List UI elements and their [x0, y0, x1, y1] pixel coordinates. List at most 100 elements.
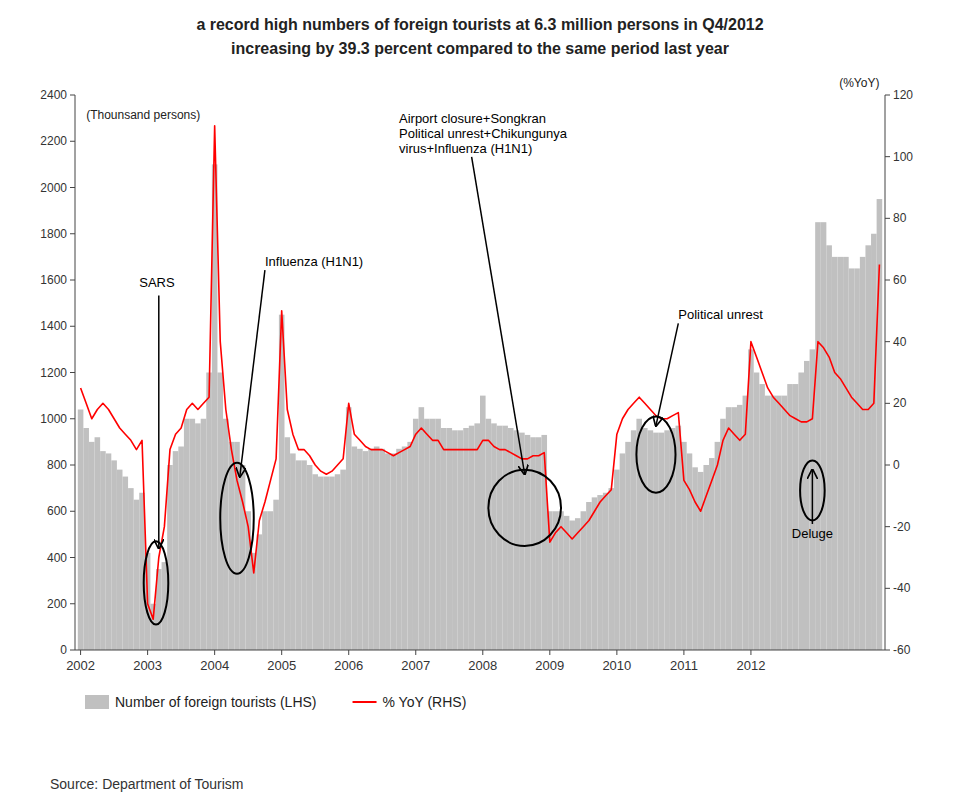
y-tick: [70, 418, 75, 419]
y-tick-label: 1400: [40, 319, 67, 333]
bar: [229, 442, 235, 650]
y-tick: [70, 326, 75, 327]
bar: [737, 405, 743, 650]
x-tick: [214, 650, 215, 655]
bar: [340, 470, 346, 650]
bar: [759, 384, 765, 650]
y2-tick-label: 100: [893, 150, 913, 164]
bar: [396, 449, 402, 650]
annotation-line: Political unrest+Chikungunya: [399, 126, 568, 141]
bar: [463, 428, 469, 650]
bar: [865, 245, 871, 650]
y2-tick: [885, 95, 890, 96]
bar: [491, 423, 497, 650]
annotation-line: Influenza (H1N1): [265, 254, 363, 269]
bar: [100, 451, 106, 650]
bar: [117, 470, 123, 650]
bar: [871, 234, 877, 650]
bar: [458, 430, 464, 650]
y2-tick-label: 120: [893, 88, 913, 102]
legend: Number of foreign tourists (LHS)% YoY (R…: [85, 694, 466, 710]
x-tick-label: 2012: [736, 658, 765, 673]
bar: [508, 428, 514, 650]
bar: [782, 396, 788, 650]
bar: [95, 437, 101, 650]
y-tick-label: 2400: [40, 88, 67, 102]
y-tick-label: 800: [47, 458, 67, 472]
y2-tick-label: -40: [893, 581, 911, 595]
annotation-text: Influenza (H1N1): [265, 254, 363, 269]
bar: [357, 449, 363, 650]
y-tick: [70, 557, 75, 558]
bar: [525, 435, 531, 650]
bar: [122, 477, 128, 650]
bar: [134, 500, 140, 650]
annotation-line: Airport closure+Songkran: [399, 111, 546, 126]
bars: [78, 164, 882, 650]
bar: [603, 493, 609, 650]
bar: [765, 396, 771, 650]
bar: [178, 447, 184, 651]
bar: [653, 433, 659, 650]
bar: [190, 419, 196, 650]
bar: [307, 465, 313, 650]
annotation-ellipse: [144, 541, 169, 624]
source: Source: Department of Tourism: [50, 776, 244, 792]
y-tick-label: 600: [47, 504, 67, 518]
bar: [195, 423, 201, 650]
y-tick-label: 2200: [40, 134, 67, 148]
annotation-text: Airport closure+SongkranPolitical unrest…: [399, 111, 568, 156]
bar: [268, 511, 274, 650]
annotation-ellipse: [488, 470, 561, 546]
annotation-arrow: [158, 296, 160, 549]
x-tick: [616, 650, 617, 655]
bar: [592, 497, 598, 650]
x-tick: [348, 650, 349, 655]
bar: [368, 449, 374, 650]
y-tick-label: 1000: [40, 412, 67, 426]
annotation-text: SARS: [139, 275, 175, 290]
y-tick-label: 1800: [40, 227, 67, 241]
bar: [614, 470, 620, 650]
bar: [318, 477, 324, 650]
bar: [720, 419, 726, 650]
bar: [569, 521, 575, 651]
bar: [726, 407, 732, 650]
bar: [452, 430, 458, 650]
bar: [659, 433, 665, 650]
bar: [324, 477, 330, 650]
x-tick: [415, 650, 416, 655]
bar: [776, 396, 782, 650]
bar: [698, 472, 704, 650]
y2-tick: [885, 465, 890, 466]
bar: [474, 423, 480, 650]
x-tick: [147, 650, 148, 655]
bar: [402, 447, 408, 651]
bar: [770, 396, 776, 650]
y2-tick-label: 60: [893, 273, 907, 287]
y2-tick: [885, 156, 890, 157]
y-tick: [70, 233, 75, 234]
bar: [284, 437, 290, 650]
y-tick-label: 200: [47, 597, 67, 611]
bar: [597, 495, 603, 650]
bar: [631, 430, 637, 650]
y2-tick: [885, 526, 890, 527]
bar: [201, 419, 207, 650]
y-tick: [70, 465, 75, 466]
y2-tick-label: -20: [893, 520, 911, 534]
y-tick-label: 400: [47, 551, 67, 565]
legend-swatch: [85, 695, 109, 709]
x-axis-line: [75, 650, 885, 651]
bar: [329, 477, 335, 650]
bar: [581, 511, 587, 650]
bar: [83, 428, 89, 650]
bar: [843, 257, 849, 650]
y2-tick: [885, 650, 890, 651]
x-tick: [549, 650, 550, 655]
legend-label: % YoY (RHS): [383, 694, 467, 710]
x-tick-label: 2006: [334, 658, 363, 673]
annotation-arrow: [656, 323, 678, 425]
y2-tick: [885, 403, 890, 404]
bar: [128, 488, 134, 650]
